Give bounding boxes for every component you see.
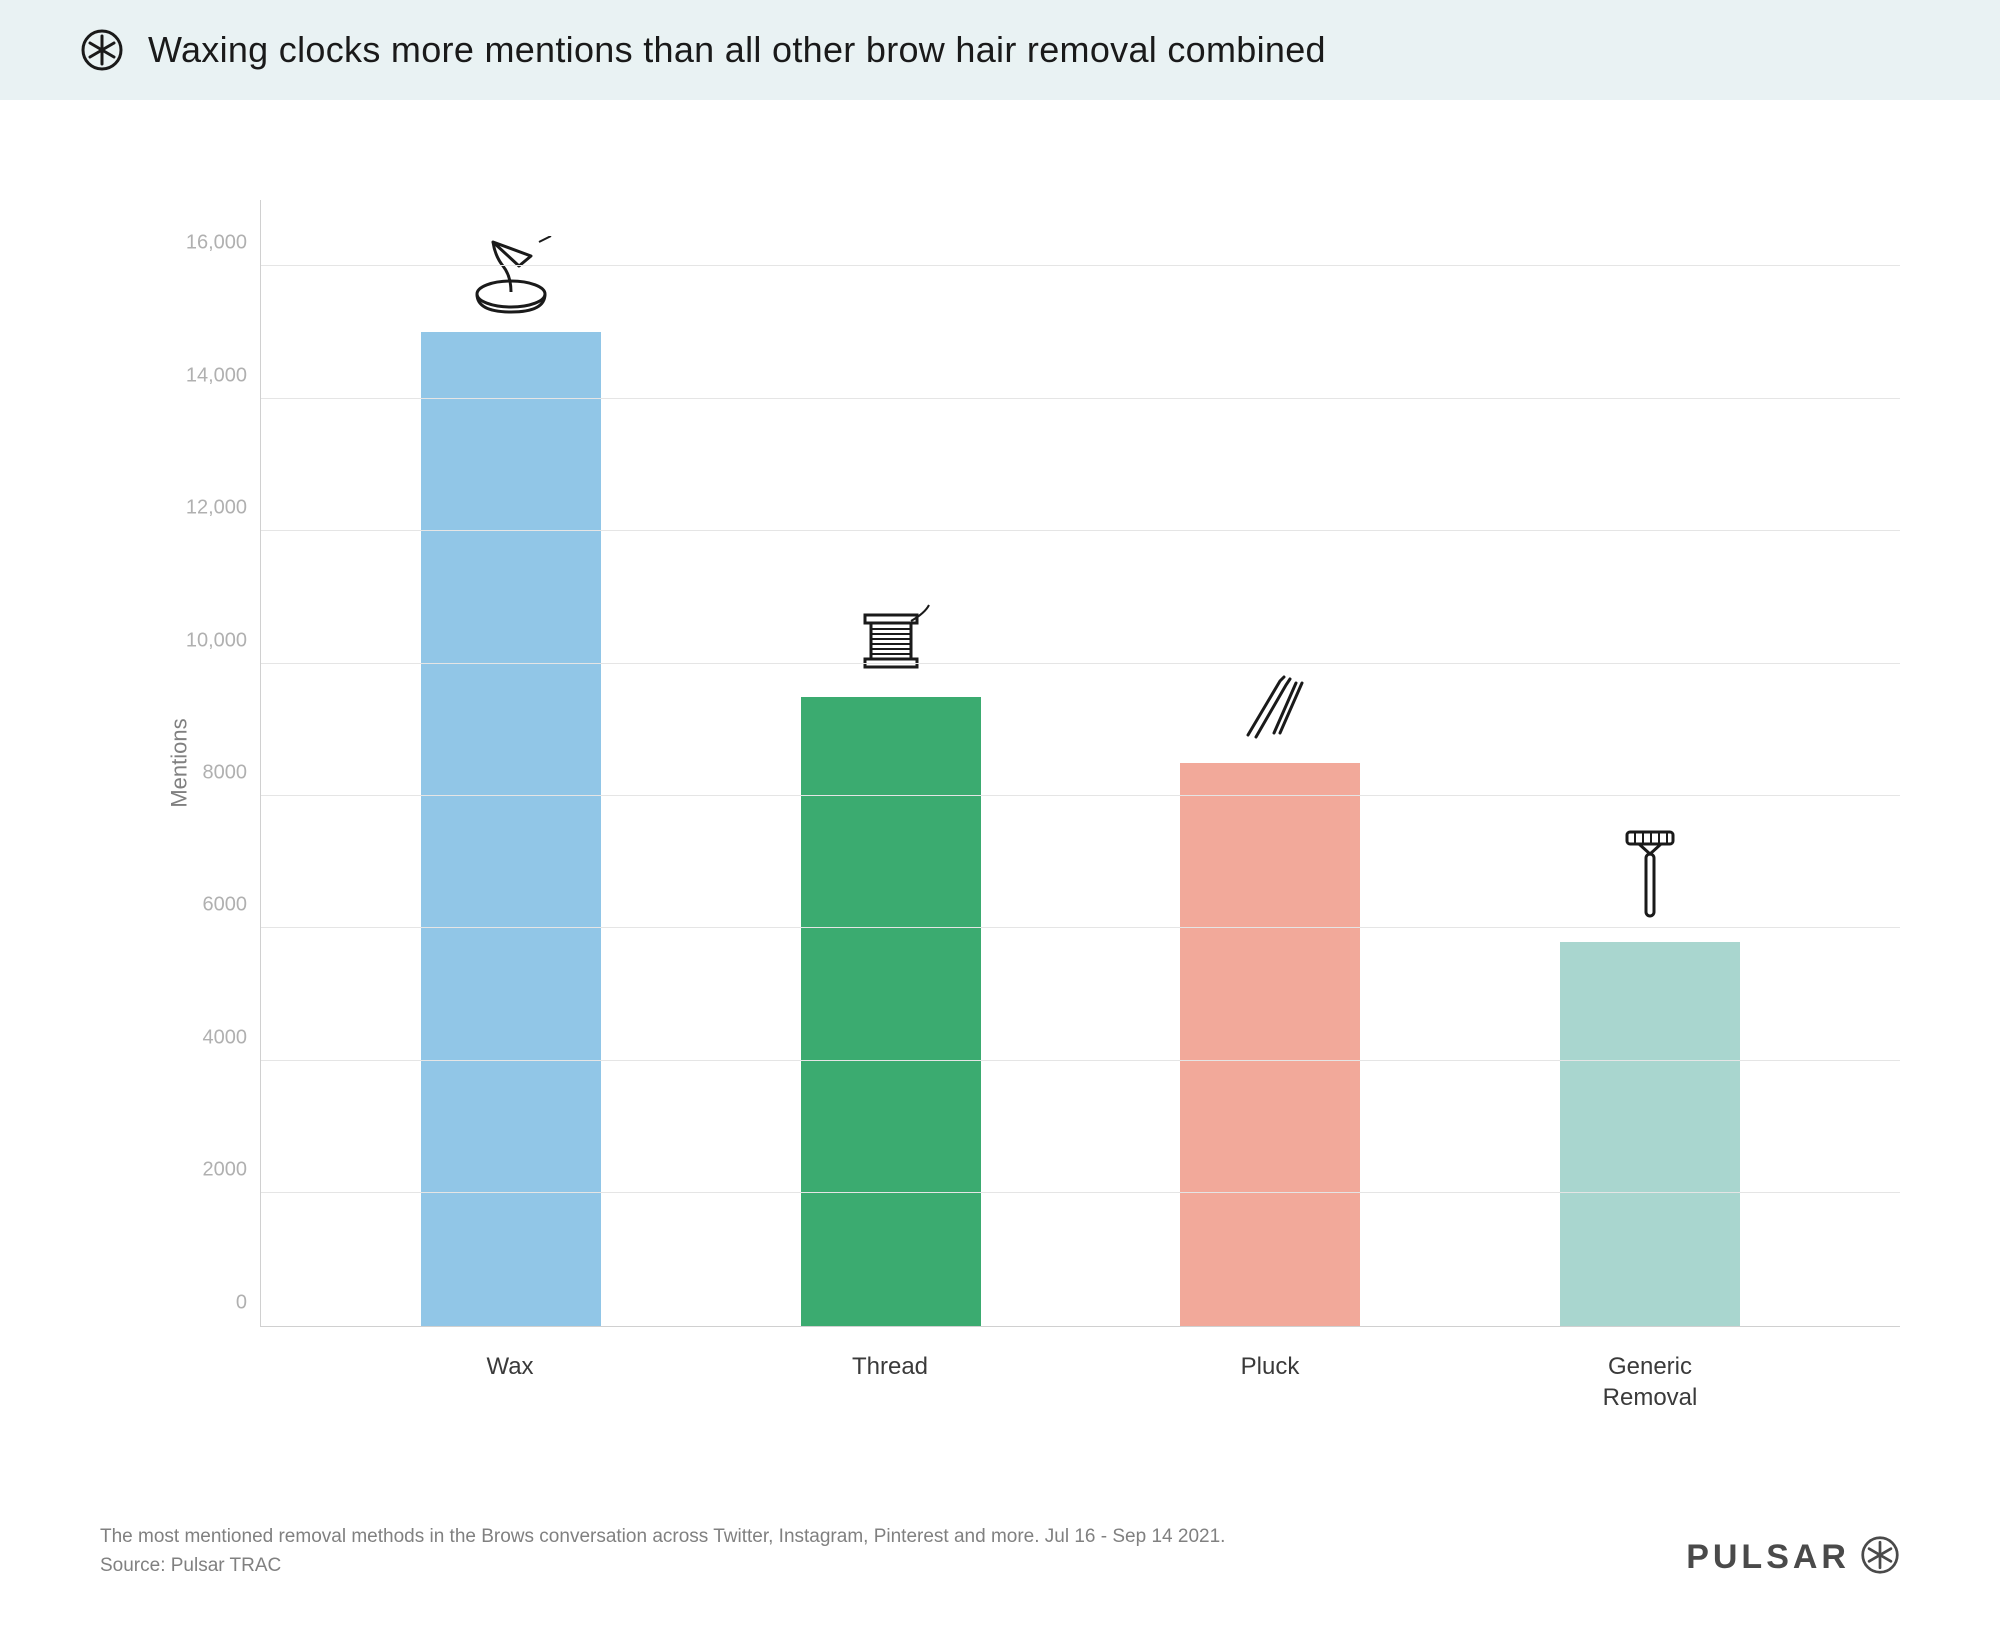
bar xyxy=(1180,763,1360,1326)
y-tick-label: 12,000 xyxy=(186,497,261,520)
y-tick-label: 6000 xyxy=(203,894,262,917)
bar xyxy=(801,697,981,1326)
grid-line xyxy=(261,1060,1900,1061)
bars-row xyxy=(261,200,1900,1326)
y-tick-label: 4000 xyxy=(203,1026,262,1049)
x-axis-labels: Wax Thread Pluck Generic Removal xyxy=(100,1351,1900,1413)
footer-description: The most mentioned removal methods in th… xyxy=(100,1523,1225,1552)
y-tick-label: 16,000 xyxy=(186,232,261,255)
thread-spool-icon xyxy=(851,601,931,681)
chart-area: Mentions xyxy=(0,100,2000,1443)
infographic-container: Waxing clocks more mentions than all oth… xyxy=(0,0,2000,1630)
plot-row: Mentions xyxy=(100,200,1900,1327)
y-axis-label: Mentions xyxy=(167,719,193,808)
plot-area: 0200040006000800010,00012,00014,00016,00… xyxy=(260,200,1900,1327)
y-tick-label: 10,000 xyxy=(186,629,261,652)
x-axis-label: Thread xyxy=(800,1351,980,1413)
bar-column xyxy=(421,200,601,1326)
bar xyxy=(1560,942,1740,1326)
razor-icon xyxy=(1615,826,1685,926)
footer-logo: PULSAR xyxy=(1686,1535,1900,1580)
x-axis-label: Generic Removal xyxy=(1560,1351,1740,1413)
x-axis-label: Pluck xyxy=(1180,1351,1360,1413)
grid-line xyxy=(261,663,1900,664)
y-tick-label: 8000 xyxy=(203,761,262,784)
grid-line xyxy=(261,1192,1900,1193)
footer-logo-text: PULSAR xyxy=(1686,1538,1850,1577)
wax-bowl-icon xyxy=(461,236,561,316)
footer: The most mentioned removal methods in th… xyxy=(0,1443,2000,1630)
y-tick-label: 14,000 xyxy=(186,364,261,387)
bar xyxy=(421,332,601,1325)
grid-line xyxy=(261,398,1900,399)
x-axis-label: Wax xyxy=(420,1351,600,1413)
grid-line xyxy=(261,795,1900,796)
asterisk-logo-icon xyxy=(80,28,124,72)
bar-column xyxy=(801,200,981,1326)
asterisk-logo-icon xyxy=(1860,1535,1900,1580)
header-bar: Waxing clocks more mentions than all oth… xyxy=(0,0,2000,100)
footer-source: Source: Pulsar TRAC xyxy=(100,1552,1225,1581)
grid-line xyxy=(261,530,1900,531)
bar-column xyxy=(1560,200,1740,1326)
tweezers-icon xyxy=(1230,667,1310,747)
y-tick-label: 0 xyxy=(236,1291,261,1314)
grid-line xyxy=(261,265,1900,266)
bar-column xyxy=(1180,200,1360,1326)
chart-title: Waxing clocks more mentions than all oth… xyxy=(148,29,1326,71)
y-tick-label: 2000 xyxy=(203,1159,262,1182)
grid-line xyxy=(261,927,1900,928)
footer-text: The most mentioned removal methods in th… xyxy=(100,1523,1225,1580)
